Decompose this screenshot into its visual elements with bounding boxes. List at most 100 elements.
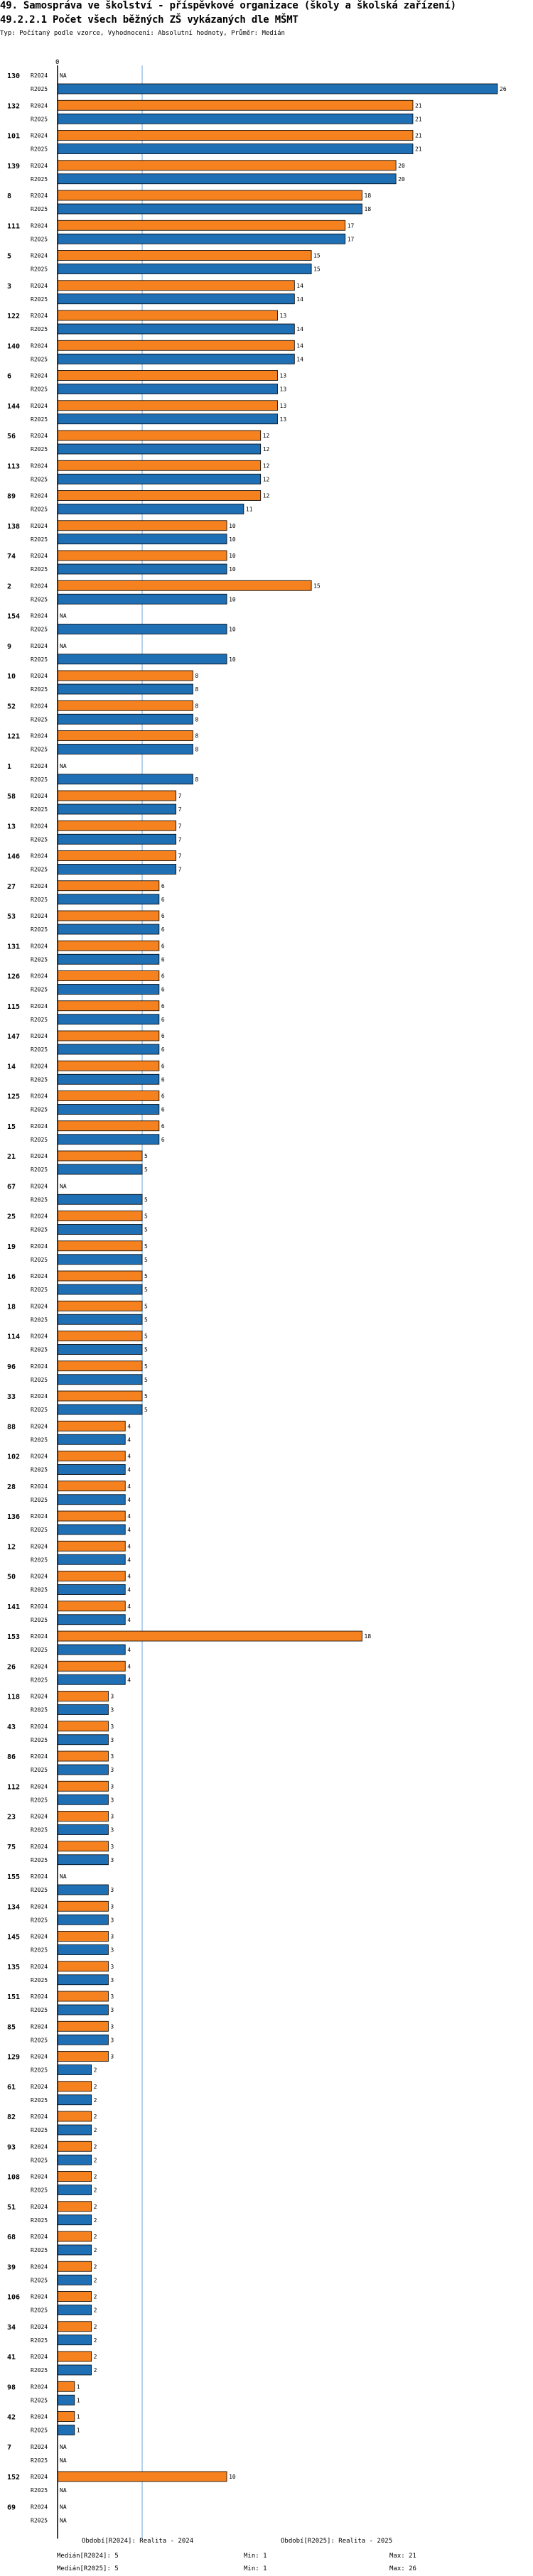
category-label: 144 — [7, 403, 20, 411]
data-label: 15 — [313, 583, 321, 589]
bar-r2025 — [57, 654, 227, 665]
bar-r2025 — [57, 113, 414, 124]
data-label: 6 — [161, 973, 165, 980]
data-label: 7 — [178, 853, 182, 860]
bar-r2025 — [57, 2064, 92, 2075]
bar-r2024 — [57, 820, 177, 831]
series-label: R2025 — [31, 2457, 48, 2464]
data-label: 5 — [144, 1227, 148, 1233]
data-label: 8 — [195, 673, 198, 679]
data-label: 4 — [127, 1677, 131, 1683]
bar-r2025 — [57, 1073, 160, 1085]
series-label: R2025 — [31, 1436, 48, 1443]
series-label: R2024 — [31, 2204, 48, 2210]
data-label: 3 — [110, 2037, 114, 2043]
series-label: R2024 — [31, 1723, 48, 1730]
category-label: 23 — [7, 1814, 16, 1822]
data-label: 20 — [398, 163, 405, 169]
series-label: R2025 — [31, 1527, 48, 1533]
category-label: 113 — [7, 462, 20, 470]
series-label: R2025 — [31, 236, 48, 242]
series-label: R2024 — [31, 1903, 48, 1910]
category-label: 58 — [7, 793, 16, 801]
bar-r2025 — [57, 1044, 160, 1055]
bar-r2025 — [57, 624, 227, 634]
bar-r2025 — [57, 384, 278, 394]
series-label: R2025 — [31, 2007, 48, 2013]
series-label: R2025 — [31, 1167, 48, 1173]
category-label: 15 — [7, 1123, 16, 1131]
data-label: 7 — [178, 823, 182, 829]
data-label: 3 — [110, 2054, 114, 2060]
category-label: 153 — [7, 1633, 20, 1641]
series-label: R2025 — [31, 206, 48, 212]
bar-r2025 — [57, 1584, 126, 1595]
chart-title: 49.2.2.1 Počet všech běžných ZŠ vykázaný… — [0, 14, 298, 26]
data-label: 4 — [127, 1454, 131, 1460]
series-label: R2024 — [31, 583, 48, 589]
bar-r2024 — [57, 1270, 143, 1282]
category-label: 13 — [7, 823, 16, 830]
na-label: NA — [60, 763, 67, 769]
x-tick-label: 0 — [55, 59, 59, 66]
bar-r2025 — [57, 744, 193, 754]
series-label: R2024 — [31, 2114, 48, 2120]
data-label: 5 — [144, 1273, 148, 1279]
bar-r2025 — [57, 774, 193, 785]
bar-r2024 — [57, 1721, 109, 1732]
bar-r2025 — [57, 953, 160, 965]
data-label: 4 — [127, 1617, 131, 1623]
category-label: 147 — [7, 1033, 20, 1041]
category-label: 130 — [7, 72, 20, 80]
bar-r2024 — [57, 490, 262, 501]
na-label: NA — [60, 2517, 67, 2523]
series-label: R2025 — [31, 326, 48, 332]
bar-r2024 — [57, 1030, 160, 1041]
data-label: 5 — [144, 1407, 148, 1413]
bar-r2025 — [57, 1494, 126, 1505]
data-label: 8 — [195, 686, 198, 693]
series-label: R2024 — [31, 2324, 48, 2330]
data-label: 2 — [94, 2067, 97, 2074]
category-label: 16 — [7, 1273, 16, 1281]
bar-r2025 — [57, 2034, 109, 2045]
category-label: 19 — [7, 1243, 16, 1251]
series-label: R2025 — [31, 1107, 48, 1113]
data-label: 3 — [110, 1947, 114, 1954]
data-label: 3 — [110, 1767, 114, 1773]
data-label: 3 — [110, 1844, 114, 1850]
category-label: 136 — [7, 1513, 20, 1521]
bar-r2024 — [57, 1841, 109, 1852]
bar-r2024 — [57, 850, 177, 861]
bar-r2025 — [57, 1134, 160, 1145]
series-label: R2024 — [31, 1363, 48, 1370]
series-label: R2025 — [31, 1407, 48, 1413]
stat-min-2025: Min: 1 — [244, 2565, 267, 2572]
legend-period-2024: Období[R2024]: Realita - 2024 — [82, 2538, 194, 2545]
bar-r2024 — [57, 1240, 143, 1252]
series-label: R2025 — [31, 1227, 48, 1233]
data-label: 3 — [110, 1827, 114, 1834]
data-label: 4 — [127, 1663, 131, 1669]
series-label: R2024 — [31, 2444, 48, 2450]
na-label: NA — [60, 1183, 67, 1189]
data-label: 13 — [280, 403, 287, 409]
category-label: 102 — [7, 1454, 20, 1461]
bar-r2024 — [57, 1060, 160, 1071]
data-label: 2 — [94, 2294, 97, 2300]
series-label: R2024 — [31, 2354, 48, 2360]
data-label: 6 — [161, 913, 165, 919]
bar-r2025 — [57, 323, 295, 335]
data-label: 4 — [127, 1557, 131, 1563]
data-label: 14 — [296, 356, 303, 362]
bar-r2024 — [57, 1780, 109, 1792]
series-label: R2024 — [31, 1574, 48, 1580]
data-label: 2 — [94, 2217, 97, 2224]
data-label: 6 — [161, 883, 165, 889]
data-label: 3 — [110, 1964, 114, 1970]
series-label: R2025 — [31, 2307, 48, 2314]
series-label: R2024 — [31, 703, 48, 709]
bar-r2025 — [57, 1734, 109, 1746]
bar-r2024 — [57, 99, 414, 111]
series-label: R2024 — [31, 793, 48, 799]
